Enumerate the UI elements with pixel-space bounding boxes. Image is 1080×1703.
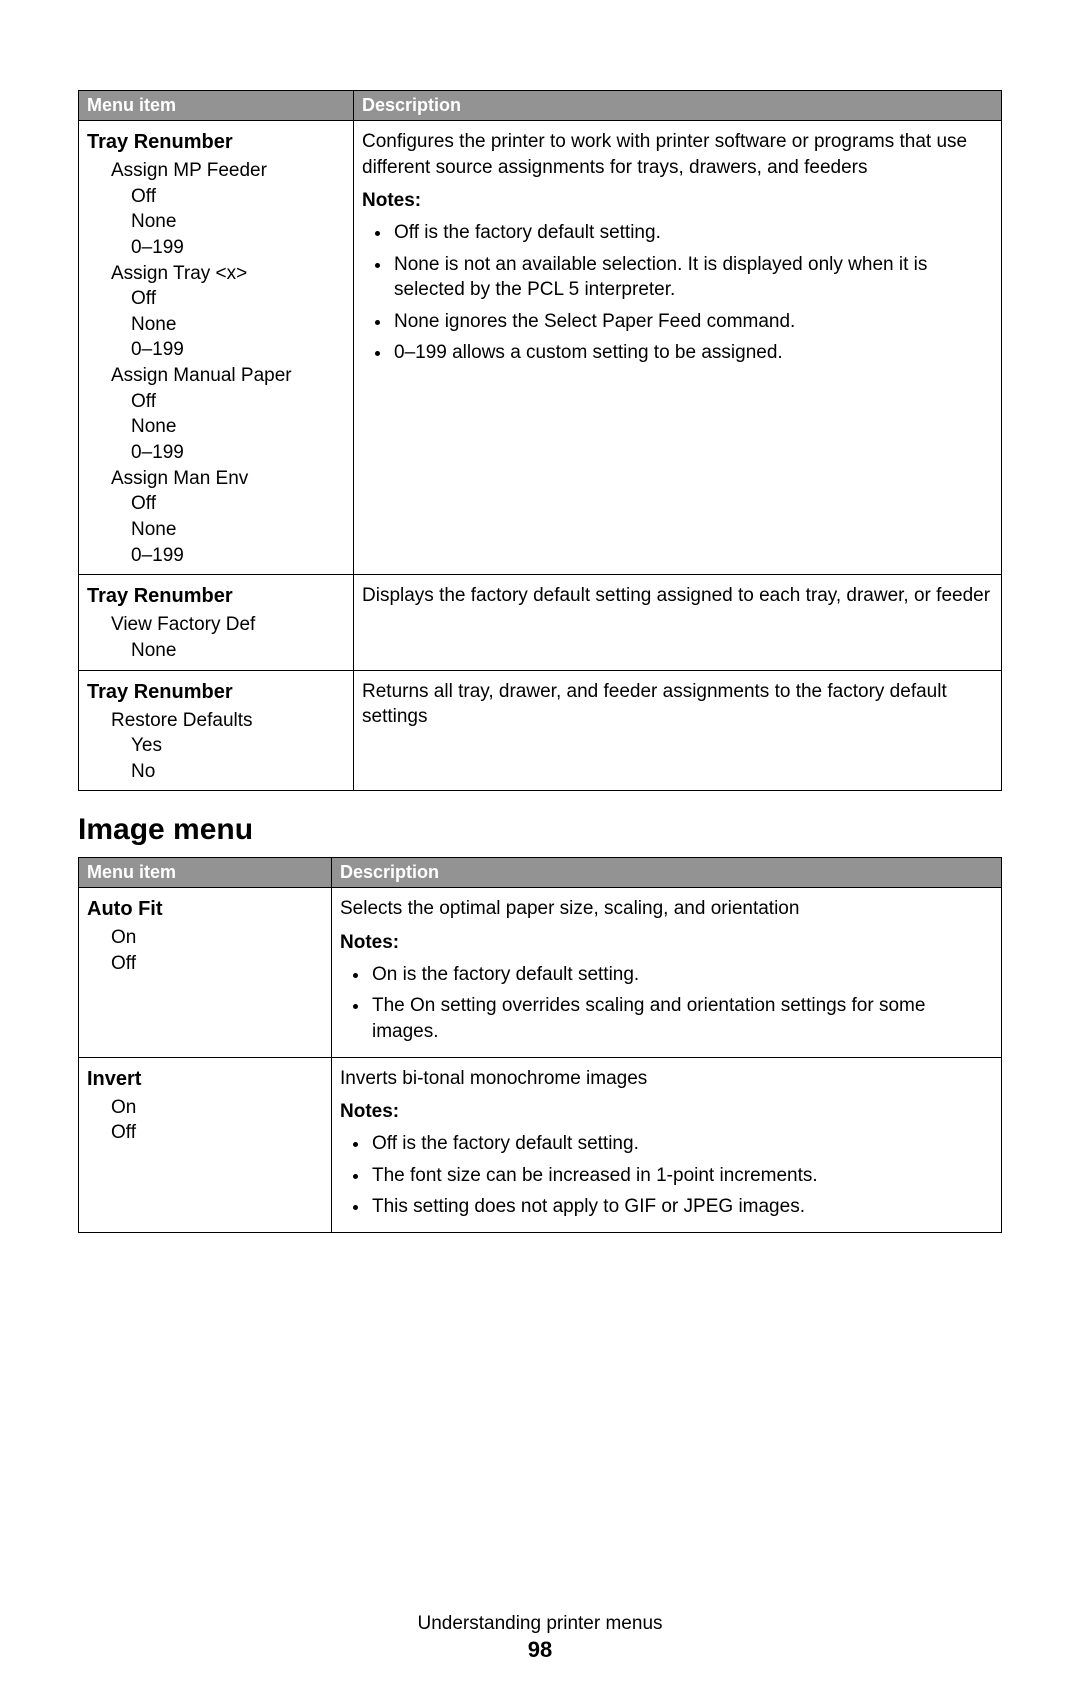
menu-option: Off bbox=[131, 389, 347, 415]
note-item: This setting does not apply to GIF or JP… bbox=[370, 1194, 995, 1220]
notes-label: Notes: bbox=[340, 1099, 995, 1125]
description-text: Displays the factory default setting ass… bbox=[362, 583, 995, 609]
table-header-row: Menu item Description bbox=[79, 91, 1002, 121]
menu-item-cell: Auto Fit On Off bbox=[79, 888, 332, 1057]
page-footer: Understanding printer menus 98 bbox=[78, 1613, 1002, 1663]
tray-renumber-table: Menu item Description Tray Renumber Assi… bbox=[78, 90, 1002, 791]
table-row: Tray Renumber View Factory Def None Disp… bbox=[79, 575, 1002, 670]
image-menu-table: Menu item Description Auto Fit On Off Se… bbox=[78, 857, 1002, 1232]
menu-option: 0–199 bbox=[131, 440, 347, 466]
menu-option: 0–199 bbox=[131, 337, 347, 363]
menu-option: None bbox=[131, 414, 347, 440]
note-item: Off is the factory default setting. bbox=[370, 1131, 995, 1157]
menu-option: Off bbox=[131, 491, 347, 517]
col-header-description: Description bbox=[354, 91, 1002, 121]
note-item: 0–199 allows a custom setting to be assi… bbox=[392, 340, 995, 366]
footer-section-title: Understanding printer menus bbox=[78, 1613, 1002, 1635]
description-text: Inverts bi-tonal monochrome images bbox=[340, 1066, 995, 1092]
menu-option: Off bbox=[111, 1120, 325, 1146]
description-cell: Displays the factory default setting ass… bbox=[354, 575, 1002, 670]
menu-option: On bbox=[111, 925, 325, 951]
col-header-description: Description bbox=[332, 858, 1002, 888]
menu-option: 0–199 bbox=[131, 235, 347, 261]
menu-subitem: Assign Manual Paper bbox=[111, 363, 347, 389]
menu-item-title: Auto Fit bbox=[87, 896, 325, 923]
description-cell: Inverts bi-tonal monochrome images Notes… bbox=[332, 1057, 1002, 1232]
menu-option: 0–199 bbox=[131, 543, 347, 569]
page: Menu item Description Tray Renumber Assi… bbox=[0, 0, 1080, 1703]
note-item: None ignores the Select Paper Feed comma… bbox=[392, 309, 995, 335]
notes-list: Off is the factory default setting. The … bbox=[340, 1131, 995, 1220]
menu-option: Yes bbox=[131, 733, 347, 759]
menu-item-cell: Tray Renumber View Factory Def None bbox=[79, 575, 354, 670]
note-item: Off is the factory default setting. bbox=[392, 220, 995, 246]
menu-subitem: Assign Man Env bbox=[111, 466, 347, 492]
menu-option: None bbox=[131, 517, 347, 543]
menu-item-title: Tray Renumber bbox=[87, 129, 347, 156]
note-item: On is the factory default setting. bbox=[370, 962, 995, 988]
description-text: Selects the optimal paper size, scaling,… bbox=[340, 896, 995, 922]
notes-label: Notes: bbox=[340, 930, 995, 956]
table-header-row: Menu item Description bbox=[79, 858, 1002, 888]
menu-option: Off bbox=[131, 184, 347, 210]
menu-option: None bbox=[131, 638, 347, 664]
menu-item-title: Invert bbox=[87, 1066, 325, 1093]
menu-item-cell: Invert On Off bbox=[79, 1057, 332, 1232]
note-item: The font size can be increased in 1-poin… bbox=[370, 1163, 995, 1189]
note-item: None is not an available selection. It i… bbox=[392, 252, 995, 303]
menu-option: None bbox=[131, 209, 347, 235]
col-header-menu-item: Menu item bbox=[79, 858, 332, 888]
menu-item-title: Tray Renumber bbox=[87, 583, 347, 610]
menu-option: Off bbox=[111, 951, 325, 977]
menu-option: No bbox=[131, 759, 347, 785]
section-heading-image-menu: Image menu bbox=[78, 813, 1002, 847]
menu-subitem: Assign MP Feeder bbox=[111, 158, 347, 184]
menu-option: Off bbox=[131, 286, 347, 312]
menu-option: On bbox=[111, 1095, 325, 1121]
menu-subitem: View Factory Def bbox=[111, 612, 347, 638]
description-cell: Selects the optimal paper size, scaling,… bbox=[332, 888, 1002, 1057]
note-item: The On setting overrides scaling and ori… bbox=[370, 993, 995, 1044]
menu-item-title: Tray Renumber bbox=[87, 679, 347, 706]
table-row: Tray Renumber Restore Defaults Yes No Re… bbox=[79, 670, 1002, 791]
notes-list: Off is the factory default setting. None… bbox=[362, 220, 995, 366]
table-row: Auto Fit On Off Selects the optimal pape… bbox=[79, 888, 1002, 1057]
description-cell: Returns all tray, drawer, and feeder ass… bbox=[354, 670, 1002, 791]
menu-subitem: Assign Tray <x> bbox=[111, 261, 347, 287]
description-text: Configures the printer to work with prin… bbox=[362, 129, 995, 180]
page-number: 98 bbox=[78, 1637, 1002, 1663]
menu-option: None bbox=[131, 312, 347, 338]
table-row: Invert On Off Inverts bi-tonal monochrom… bbox=[79, 1057, 1002, 1232]
description-text: Returns all tray, drawer, and feeder ass… bbox=[362, 679, 995, 730]
menu-item-cell: Tray Renumber Restore Defaults Yes No bbox=[79, 670, 354, 791]
menu-item-cell: Tray Renumber Assign MP Feeder Off None … bbox=[79, 121, 354, 575]
table-row: Tray Renumber Assign MP Feeder Off None … bbox=[79, 121, 1002, 575]
notes-list: On is the factory default setting. The O… bbox=[340, 962, 995, 1045]
description-cell: Configures the printer to work with prin… bbox=[354, 121, 1002, 575]
menu-subitem: Restore Defaults bbox=[111, 708, 347, 734]
col-header-menu-item: Menu item bbox=[79, 91, 354, 121]
notes-label: Notes: bbox=[362, 188, 995, 214]
